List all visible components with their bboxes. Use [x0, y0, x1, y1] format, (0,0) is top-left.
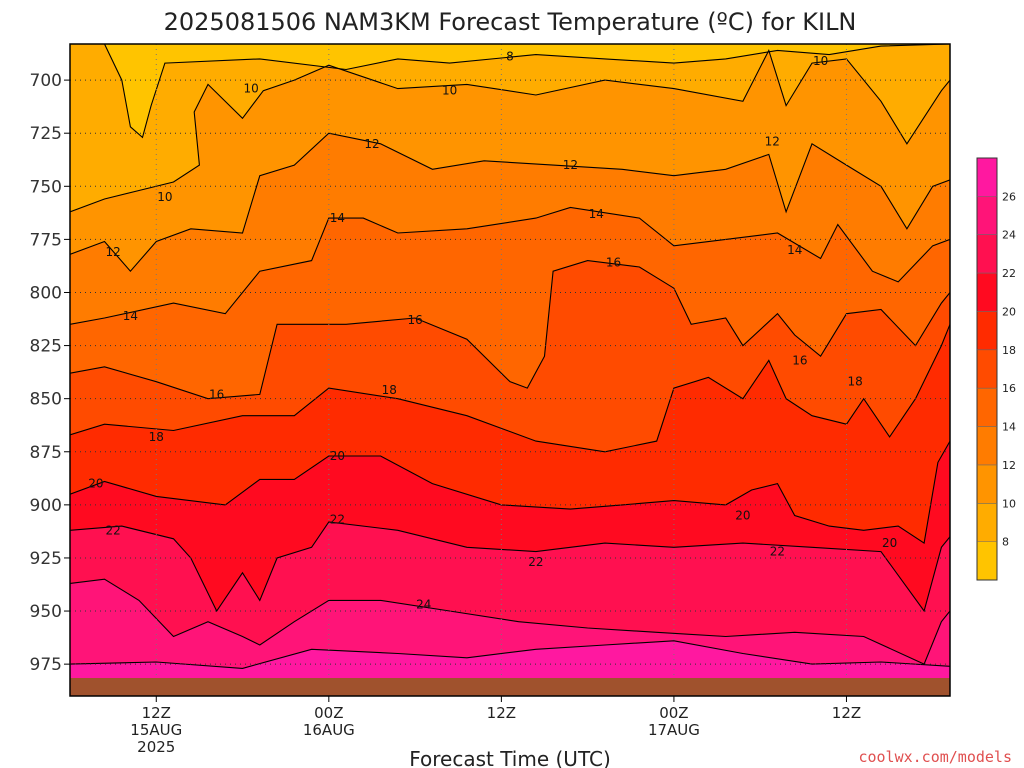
- contour-label-20: 20: [735, 508, 750, 522]
- x-tick-label: 12Z: [832, 704, 861, 722]
- contour-line-8: [70, 44, 950, 139]
- grid-lines: [70, 44, 950, 696]
- contour-label-22: 22: [770, 545, 785, 559]
- contour-label-22: 22: [330, 513, 345, 527]
- y-tick-label-725: 725: [30, 124, 62, 144]
- colorbar-segment: [977, 196, 997, 235]
- contour-label-14: 14: [330, 211, 345, 225]
- colorbar-segment: [977, 158, 997, 197]
- contour-label-20: 20: [88, 477, 103, 491]
- y-tick-label-775: 775: [30, 230, 62, 250]
- colorbar-label-22: 22: [1002, 267, 1016, 280]
- y-tick-label-950: 950: [30, 602, 62, 622]
- contour-label-22: 22: [528, 555, 543, 569]
- x-tick-label: 16AUG: [303, 721, 355, 739]
- contour-label-12: 12: [765, 135, 780, 149]
- contour-label-16: 16: [606, 256, 621, 270]
- x-tick-label: 00Z: [314, 704, 343, 722]
- x-tick-label: 12Z: [142, 704, 171, 722]
- contour-label-12: 12: [105, 245, 120, 259]
- y-tick-label-750: 750: [30, 177, 62, 197]
- x-axis-label: Forecast Time (UTC): [409, 747, 611, 768]
- contour-label-16: 16: [792, 353, 807, 367]
- contour-label-18: 18: [382, 383, 397, 397]
- temperature-bands: [70, 44, 950, 696]
- colorbar-label-16: 16: [1002, 382, 1016, 395]
- colorbar-segment: [977, 349, 997, 389]
- colorbar-label-26: 26: [1002, 190, 1016, 203]
- contour-labels: 8 10 10 10 10 12 12 12 12 14 14 14 14 16 16 16 16 18 18 18 2…: [88, 50, 897, 612]
- contour-lines: [70, 44, 950, 669]
- colorbar-legend: 8 10 12 14 16 18 20 22 24 26: [976, 157, 1016, 581]
- contour-line-20: [70, 440, 950, 545]
- contour-label-14: 14: [589, 207, 604, 221]
- colorbar-label-10: 10: [1002, 497, 1016, 510]
- contour-label-20: 20: [330, 449, 345, 463]
- watermark-text: coolwx.com/models: [858, 748, 1012, 766]
- plot-frame: [69, 43, 951, 697]
- colorbar-label-8: 8: [1002, 536, 1009, 549]
- contour-label-22: 22: [105, 523, 120, 537]
- y-tick-label-925: 925: [30, 549, 62, 569]
- colorbar-segment: [977, 234, 997, 274]
- y-tick-label-875: 875: [30, 443, 62, 463]
- contour-label-10: 10: [244, 82, 259, 96]
- contour-label-18: 18: [847, 375, 862, 389]
- colorbar-frame: [976, 157, 998, 581]
- contour-label-10: 10: [442, 84, 457, 98]
- colorbar-label-24: 24: [1002, 229, 1016, 242]
- contour-line-16: [70, 260, 950, 400]
- contour-label-12: 12: [563, 158, 578, 172]
- colorbar-segment: [977, 464, 997, 504]
- contour-label-24: 24: [416, 598, 431, 612]
- chart-title: 2025081506 NAM3KM Forecast Temperature (…: [164, 8, 857, 36]
- contour-line-26: [70, 640, 950, 669]
- contour-line-12: [70, 132, 950, 273]
- colorbar-segment: [977, 503, 997, 542]
- colorbar-label-14: 14: [1002, 421, 1016, 434]
- y-tick-label-975: 975: [30, 655, 62, 675]
- contour-label-14: 14: [123, 309, 138, 323]
- y-axis: 700 725 750 775 800 825 850 875 900 925 950 975: [30, 71, 70, 675]
- x-tick-label: 15AUG: [130, 721, 182, 739]
- colorbar-segment: [977, 426, 997, 465]
- colorbar-label-12: 12: [1002, 459, 1016, 472]
- plot-area: 8 10 10 10 10 12 12 12 12 14 14 14 14 16 16 16 16 18 18 18 2…: [69, 43, 951, 697]
- y-tick-label-800: 800: [30, 283, 62, 303]
- ground-surface: [70, 678, 950, 696]
- contour-label-16: 16: [209, 387, 224, 401]
- colorbar-segment: [977, 541, 997, 580]
- colorbar-label-20: 20: [1002, 305, 1016, 318]
- contour-label-18: 18: [149, 430, 164, 444]
- contour-line-18: [70, 324, 950, 453]
- y-tick-label-900: 900: [30, 496, 62, 516]
- colorbar-segment: [977, 273, 997, 312]
- contour-label-12: 12: [364, 137, 379, 151]
- contour-label-10: 10: [813, 54, 828, 68]
- contour-label-16: 16: [407, 313, 422, 327]
- contour-label-10: 10: [157, 190, 172, 204]
- contour-line-22: [70, 521, 950, 613]
- y-tick-label-825: 825: [30, 337, 62, 357]
- x-tick-label: 2025: [137, 738, 175, 756]
- x-tick-label: 00Z: [659, 704, 688, 722]
- contour-line-14: [70, 206, 950, 325]
- contour-label-20: 20: [882, 536, 897, 550]
- colorbar-label-18: 18: [1002, 344, 1016, 357]
- contour-line-24: [70, 578, 950, 665]
- x-tick-label: 12Z: [487, 704, 516, 722]
- y-tick-label-700: 700: [30, 71, 62, 91]
- colorbar-segment: [977, 388, 997, 427]
- contour-label-14: 14: [787, 243, 802, 257]
- contour-label-8: 8: [506, 50, 514, 64]
- y-tick-label-850: 850: [30, 390, 62, 410]
- colorbar-segment: [977, 311, 997, 350]
- contour-line-10: [70, 48, 950, 213]
- x-tick-label: 17AUG: [648, 721, 700, 739]
